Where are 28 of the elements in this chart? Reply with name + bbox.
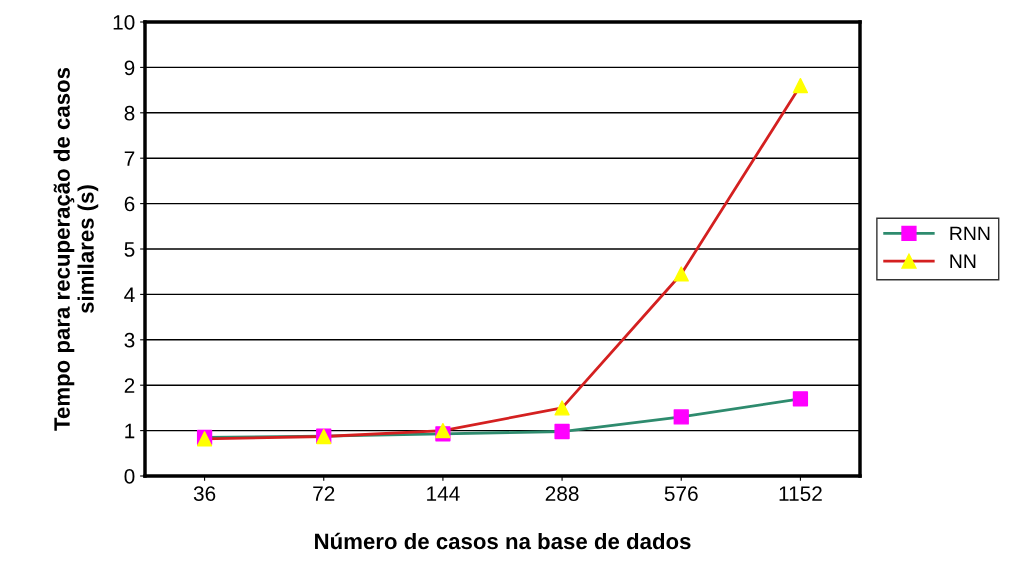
x-tick-label: 144 — [427, 486, 460, 501]
y-tick-label: 1 — [125, 423, 135, 439]
x-tick-label: 1152 — [779, 486, 822, 502]
x-tick-label: 576 — [664, 486, 698, 502]
y-tick-label: 3 — [124, 332, 135, 348]
point — [435, 422, 451, 439]
y-tick-label: 0 — [124, 469, 135, 484]
legend-label: NN — [950, 254, 976, 268]
point — [554, 423, 570, 440]
point — [792, 77, 809, 94]
point — [673, 409, 689, 425]
y-tick-label: 5 — [124, 242, 135, 257]
point — [792, 391, 809, 407]
y-tick-label: 4 — [124, 287, 135, 302]
x-tick-label: 36 — [193, 486, 216, 502]
x-tick-label: 288 — [545, 486, 579, 502]
y-tick-label: 6 — [124, 196, 135, 212]
y-tick-label: 8 — [124, 105, 135, 121]
x-tick-label: 72 — [313, 486, 335, 501]
point — [673, 266, 689, 282]
y-tick-label: 10 — [113, 15, 135, 30]
y-axis-title: Tempo para recuperação de casos similares (s) — [53, 67, 99, 431]
y-tick-label: 7 — [124, 151, 135, 166]
y-tick-label: 9 — [124, 60, 135, 76]
legend-label: RNN — [950, 226, 990, 241]
y-tick-label: 2 — [124, 378, 135, 393]
x-axis-title: Número de casos na base de dados — [315, 532, 691, 550]
point — [554, 400, 570, 416]
